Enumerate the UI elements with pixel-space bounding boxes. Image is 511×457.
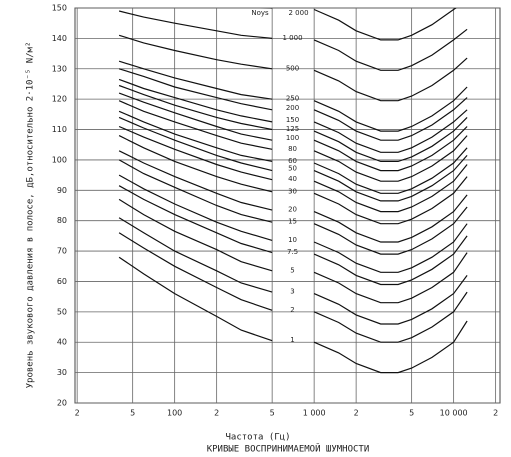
y-tick-label: 130 xyxy=(52,64,67,73)
legend-label: 200 xyxy=(286,104,299,112)
legend-label: 20 xyxy=(288,206,297,214)
y-tick-label: 90 xyxy=(57,186,67,195)
y-tick-label: 40 xyxy=(57,338,67,347)
x-tick-label: 2 xyxy=(75,409,80,418)
legend-label: 30 xyxy=(288,187,297,195)
y-tick-label: 140 xyxy=(52,34,67,43)
noise-curve xyxy=(118,92,468,172)
y-axis-title: Уровень звукового давления в полосе, дБ,… xyxy=(26,42,36,389)
y-tick-label: 80 xyxy=(57,216,67,225)
legend-label: 7.5 xyxy=(287,248,298,256)
legend-label: 80 xyxy=(288,145,297,153)
legend-label: 3 xyxy=(290,288,294,296)
noise-curve xyxy=(118,34,468,102)
legend-label: 150 xyxy=(286,116,299,124)
noise-curve xyxy=(118,217,468,325)
x-tick-label: 1 000 xyxy=(303,409,326,418)
legend-label: 1 xyxy=(290,336,294,344)
y-tick-label: 30 xyxy=(57,368,67,377)
noise-curve xyxy=(118,159,468,255)
legend-label: 50 xyxy=(288,165,297,173)
legend-label: 2 000 xyxy=(289,9,309,17)
x-tick-label: 2 xyxy=(354,409,359,418)
noise-curve xyxy=(118,125,468,213)
y-tick-label: 50 xyxy=(57,307,67,316)
legend-label: 1 000 xyxy=(283,34,303,42)
y-tick-label: 110 xyxy=(52,125,67,134)
y-tick-label: 150 xyxy=(52,4,67,13)
noise-curve xyxy=(118,60,468,132)
x-tick-label: 2 xyxy=(214,409,219,418)
noise-curve xyxy=(118,135,468,225)
legend-label: 500 xyxy=(286,64,299,72)
noise-curve xyxy=(259,8,457,41)
y-tick-label: 70 xyxy=(57,247,67,256)
y-tick-label: 20 xyxy=(57,399,67,408)
noise-curve xyxy=(118,110,468,194)
noise-curve xyxy=(118,68,468,141)
legend-label: 2 xyxy=(290,306,294,314)
y-tick-label: 60 xyxy=(57,277,67,286)
legend-label: 10 xyxy=(288,236,297,244)
caption: КРИВЫЕ ВОСПРИНИМАЕМОЙ ШУМНОСТИ xyxy=(207,443,370,455)
x-tick-label: 2 xyxy=(493,409,498,418)
noise-curve xyxy=(118,100,468,182)
y-tick-label: 100 xyxy=(52,155,67,164)
legend-label: 250 xyxy=(286,95,299,103)
legend-label: 100 xyxy=(286,134,299,142)
noise-curve xyxy=(118,256,468,374)
noise-curve xyxy=(118,84,468,162)
legend-title: Noys xyxy=(251,9,269,17)
x-tick-label: 5 xyxy=(270,409,275,418)
noise-curve xyxy=(118,10,468,71)
noise-curve xyxy=(118,232,468,343)
noise-curve xyxy=(118,174,468,273)
noise-curve xyxy=(118,185,468,286)
y-tick-label: 120 xyxy=(52,95,67,104)
legend-label: 15 xyxy=(288,218,297,226)
x-tick-label: 10 000 xyxy=(440,409,468,418)
noise-curve xyxy=(118,78,468,153)
x-tick-label: 5 xyxy=(130,409,135,418)
legend-label: 40 xyxy=(288,175,297,183)
legend-label: 60 xyxy=(288,157,297,165)
noise-curve xyxy=(118,198,468,304)
noise-curve xyxy=(118,116,468,202)
legend-label: 5 xyxy=(290,266,294,274)
noise-curve xyxy=(118,150,468,243)
legend-label: 125 xyxy=(286,125,299,133)
x-tick-label: 5 xyxy=(409,409,414,418)
x-tick-label: 100 xyxy=(167,409,182,418)
x-axis-title: Частота (Гц) xyxy=(225,433,290,443)
